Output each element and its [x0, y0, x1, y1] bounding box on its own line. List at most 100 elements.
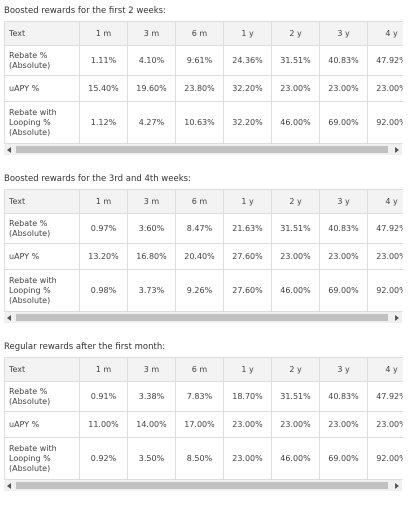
scroll-left-arrow[interactable] — [7, 147, 11, 153]
row-label: uAPY % — [5, 243, 80, 270]
cell-value: 27.60% — [223, 243, 272, 270]
cell-value: 23.00% — [367, 411, 403, 438]
cell-value: 21.63% — [223, 213, 272, 244]
column-header: Text — [5, 21, 80, 46]
scrollbar[interactable] — [4, 144, 402, 155]
scroll-right-arrow[interactable] — [395, 147, 399, 153]
scroll-right-arrow[interactable] — [395, 315, 399, 321]
column-header: 3 y — [319, 357, 368, 382]
cell-value: 14.00% — [127, 411, 176, 438]
table-row: Rebate with Looping % (Absolute) 0.98% 3.7… — [5, 269, 403, 312]
scroll-thumb[interactable] — [16, 482, 388, 489]
cell-value: 47.92% — [367, 213, 403, 244]
section: Boosted rewards for the 3rd and 4th week… — [4, 172, 404, 323]
cell-value: 3.60% — [127, 213, 176, 244]
column-header: 4 y — [367, 189, 403, 214]
cell-value: 0.91% — [79, 381, 128, 412]
cell-value: 1.12% — [79, 101, 128, 144]
cell-value: 23.80% — [175, 75, 224, 102]
cell-value: 47.92% — [367, 45, 403, 76]
scroll-left-arrow[interactable] — [7, 315, 11, 321]
row-label: Rebate with Looping % (Absolute) — [5, 269, 80, 312]
cell-value: 27.60% — [223, 269, 272, 312]
table-row: uAPY % 13.20% 16.80% 20.40% 27.60% 23.00% 23.0… — [5, 243, 403, 270]
cell-value: 3.38% — [127, 381, 176, 412]
table-row: Rebate with Looping % (Absolute) 0.92% 3.5… — [5, 437, 403, 480]
cell-value: 23.00% — [223, 411, 272, 438]
cell-value: 23.00% — [271, 243, 320, 270]
cell-value: 23.00% — [367, 243, 403, 270]
row-label: Rebate with Looping % (Absolute) — [5, 101, 80, 144]
cell-value: 23.00% — [223, 437, 272, 480]
column-header: 1 y — [223, 189, 272, 214]
cell-value: 23.00% — [319, 75, 368, 102]
cell-value: 0.98% — [79, 269, 128, 312]
cell-value: 7.83% — [175, 381, 224, 412]
table-row: uAPY % 11.00% 14.00% 17.00% 23.00% 23.00% 23.0… — [5, 411, 403, 438]
scroll-right-arrow[interactable] — [395, 483, 399, 489]
cell-value: 3.73% — [127, 269, 176, 312]
scroll-thumb[interactable] — [16, 314, 388, 321]
cell-value: 0.97% — [79, 213, 128, 244]
cell-value: 4.27% — [127, 101, 176, 144]
cell-value: 11.00% — [79, 411, 128, 438]
scrollbar[interactable] — [4, 312, 402, 323]
cell-value: 46.00% — [271, 269, 320, 312]
column-header: 1 m — [79, 357, 128, 382]
column-header: 2 y — [271, 21, 320, 46]
row-label: Rebate % (Absolute) — [5, 45, 80, 76]
cell-value: 40.83% — [319, 381, 368, 412]
cell-value: 40.83% — [319, 45, 368, 76]
cell-value: 92.00% — [367, 269, 403, 312]
cell-value: 8.47% — [175, 213, 224, 244]
cell-value: 46.00% — [271, 437, 320, 480]
cell-value: 46.00% — [271, 101, 320, 144]
cell-value: 16.80% — [127, 243, 176, 270]
column-header: 3 y — [319, 189, 368, 214]
cell-value: 69.00% — [319, 101, 368, 144]
cell-value: 23.00% — [319, 243, 368, 270]
cell-value: 23.00% — [271, 411, 320, 438]
cell-value: 23.00% — [271, 75, 320, 102]
cell-value: 32.20% — [223, 75, 272, 102]
document: Boosted rewards for the first 2 weeks: Te… — [4, 6, 404, 491]
row-label: uAPY % — [5, 75, 80, 102]
cell-value: 8.50% — [175, 437, 224, 480]
scrollbar[interactable] — [4, 480, 402, 491]
column-header: 3 m — [127, 21, 176, 46]
column-header: 6 m — [175, 189, 224, 214]
table-row: uAPY % 15.40% 19.60% 23.80% 32.20% 23.00% 23.0… — [5, 75, 403, 102]
scroll-thumb[interactable] — [16, 146, 388, 153]
cell-value: 31.51% — [271, 45, 320, 76]
section: Regular rewards after the first month: Te… — [4, 340, 404, 491]
cell-value: 31.51% — [271, 213, 320, 244]
cell-value: 17.00% — [175, 411, 224, 438]
column-header: Text — [5, 357, 80, 382]
cell-value: 69.00% — [319, 437, 368, 480]
cell-value: 10.63% — [175, 101, 224, 144]
cell-value: 18.70% — [223, 381, 272, 412]
section-heading: Boosted rewards for the 3rd and 4th week… — [4, 174, 191, 184]
column-header: 2 y — [271, 357, 320, 382]
cell-value: 3.50% — [127, 437, 176, 480]
scroll-left-arrow[interactable] — [7, 483, 11, 489]
cell-value: 24.36% — [223, 45, 272, 76]
column-header: 1 m — [79, 189, 128, 214]
column-header: 6 m — [175, 357, 224, 382]
section-heading: Regular rewards after the first month: — [4, 342, 166, 352]
section-heading: Boosted rewards for the first 2 weeks: — [4, 6, 166, 16]
column-header: Text — [5, 189, 80, 214]
column-header: 2 y — [271, 189, 320, 214]
cell-value: 92.00% — [367, 101, 403, 144]
cell-value: 23.00% — [319, 411, 368, 438]
table-row: Rebate % (Absolute) 0.97% 3.60% 8.47% 21.63%… — [5, 213, 403, 244]
table-row: Rebate % (Absolute) 1.11% 4.10% 9.61% 24.36%… — [5, 45, 403, 76]
cell-value: 47.92% — [367, 381, 403, 412]
